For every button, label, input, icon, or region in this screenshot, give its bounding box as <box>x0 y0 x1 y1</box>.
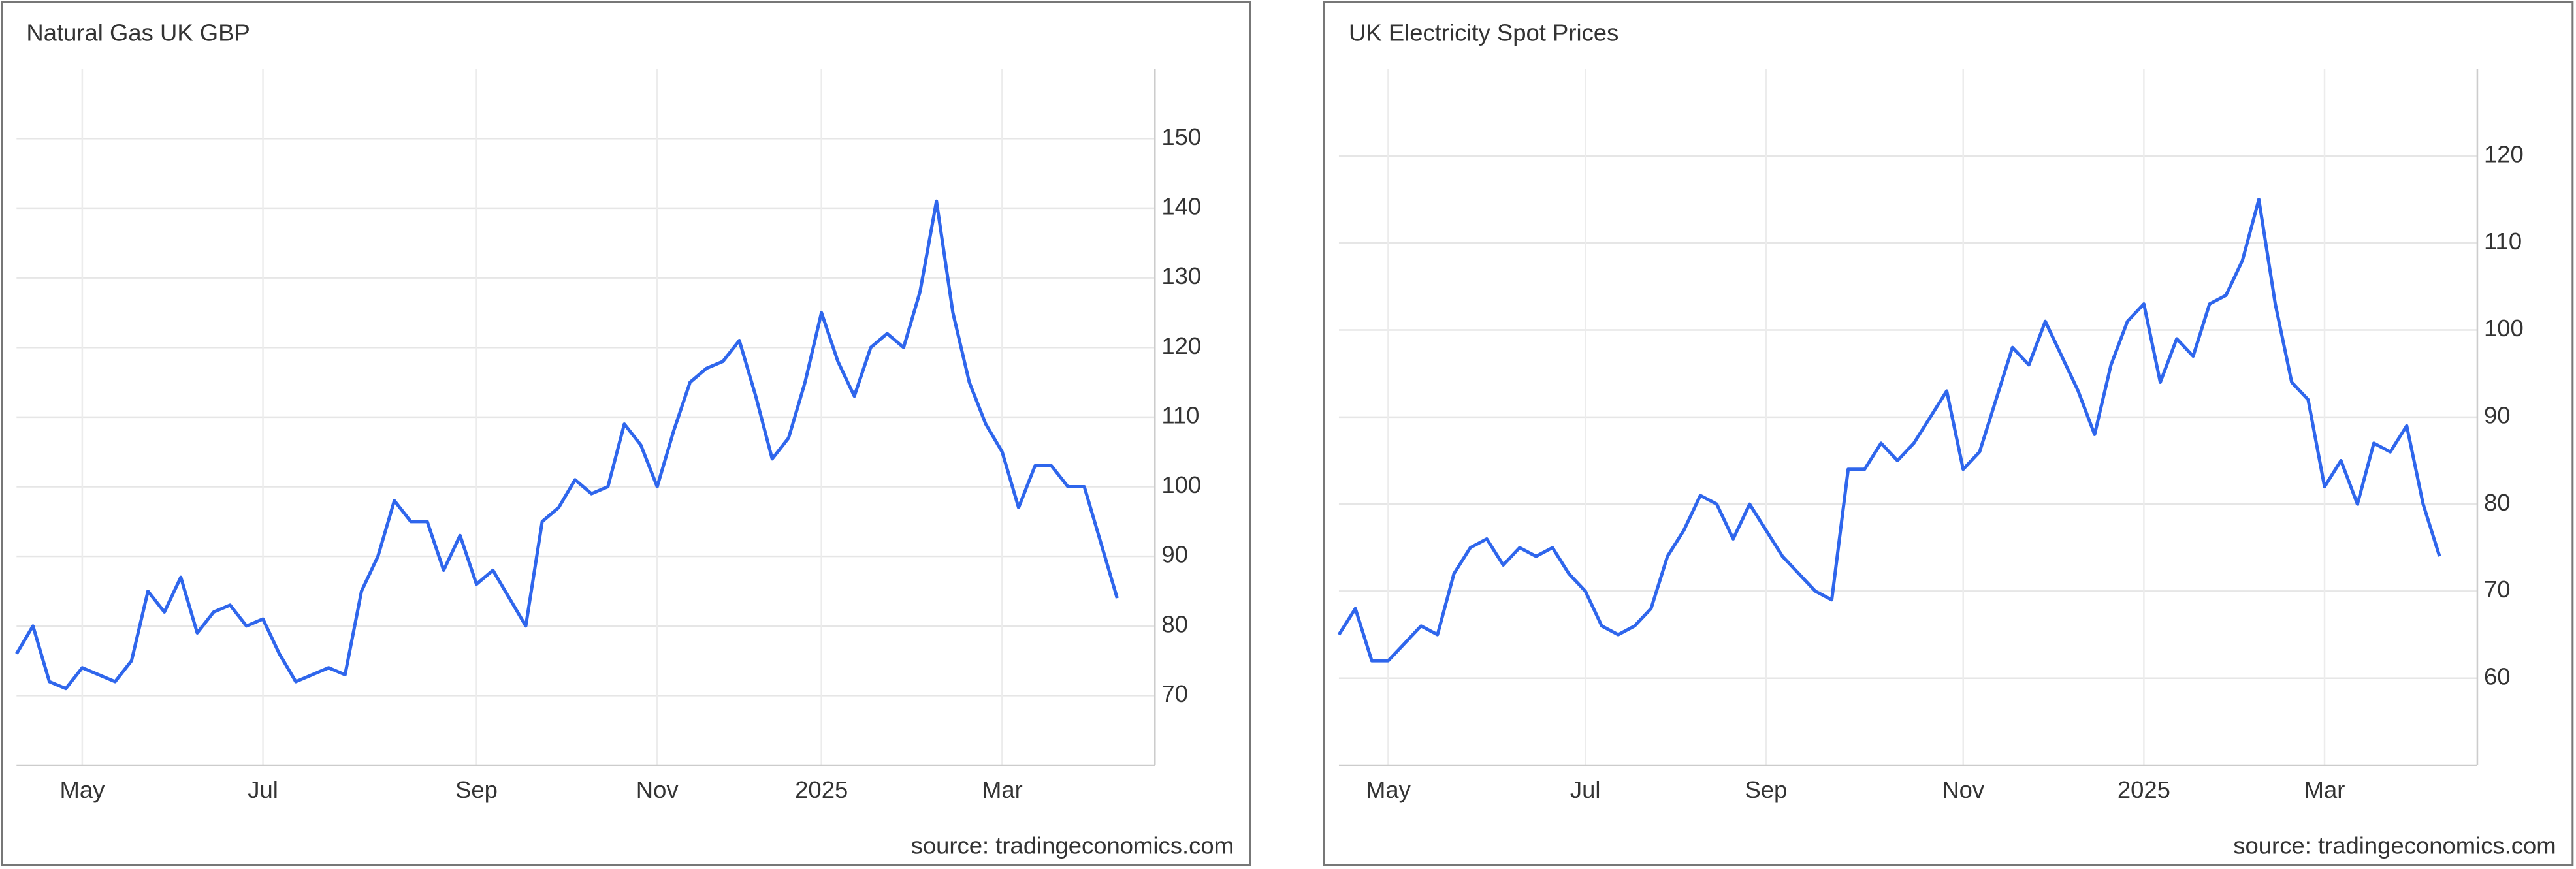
y-tick-label: 90 <box>1161 541 1188 568</box>
y-tick-label: 130 <box>1161 262 1201 289</box>
x-tick-label: Nov <box>636 776 679 803</box>
y-tick-label: 80 <box>1161 610 1188 637</box>
x-tick-label: Mar <box>2304 776 2345 803</box>
y-tick-label: 100 <box>2484 315 2524 341</box>
x-tick-label: May <box>1366 776 1411 803</box>
y-tick-label: 110 <box>2484 228 2522 255</box>
y-tick-label: 70 <box>1161 680 1188 707</box>
price-line <box>1337 198 2441 663</box>
panel <box>1 1 1251 866</box>
y-tick-label: 140 <box>1161 193 1201 220</box>
y-tick-label: 60 <box>2484 663 2511 689</box>
y-tick-label: 150 <box>1161 123 1201 150</box>
source: source: tradingeconomics.com <box>2233 832 2556 859</box>
x-tick-label: Nov <box>1942 776 1985 803</box>
y-tick-label: 90 <box>2484 402 2511 428</box>
y-tick-label: 80 <box>2484 489 2511 516</box>
y-tick-label: 120 <box>1161 332 1201 359</box>
price-line <box>15 199 1119 691</box>
x-tick-label: Jul <box>1570 776 1601 803</box>
x-tick-label: Sep <box>455 776 498 803</box>
x-tick-label: Sep <box>1745 776 1787 803</box>
chart-title: UK Electricity Spot Prices <box>1349 19 1618 46</box>
y-tick-label: 110 <box>1161 402 1199 428</box>
x-tick-label: Jul <box>248 776 278 803</box>
panel <box>1323 1 2574 866</box>
y-tick-label: 120 <box>2484 141 2524 168</box>
x-tick-label: May <box>59 776 105 803</box>
x-tick-label: Mar <box>982 776 1023 803</box>
chart-title: Natural Gas UK GBP <box>26 19 250 46</box>
x-tick-label: 2025 <box>795 776 848 803</box>
source: source: tradingeconomics.com <box>911 832 1234 859</box>
x-tick-label: 2025 <box>2117 776 2170 803</box>
y-tick-label: 70 <box>2484 576 2511 603</box>
y-tick-label: 100 <box>1161 471 1201 498</box>
